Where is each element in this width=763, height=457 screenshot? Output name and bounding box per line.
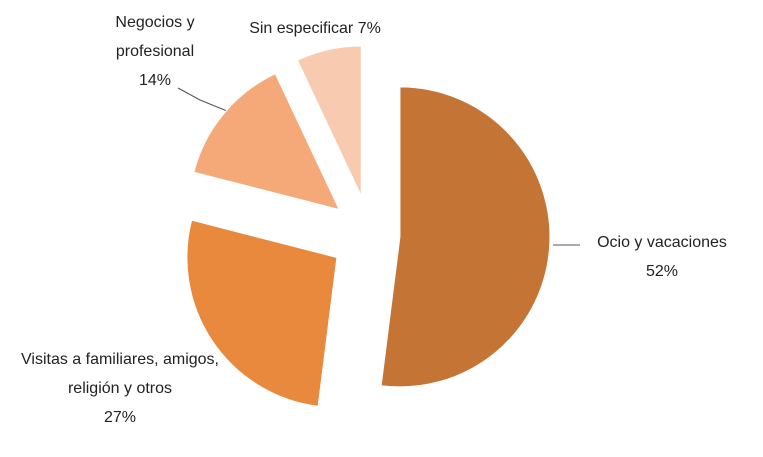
category-label: Visitas a familiares, amigos, religión y… (21, 351, 219, 397)
value-label: 52% (645, 263, 679, 280)
pie-slice (193, 73, 341, 211)
value-label: 27% (103, 409, 137, 426)
value-label: 7% (357, 20, 381, 37)
pie-slice (380, 86, 551, 388)
data-label: Negocios y profesional 14% (90, 8, 220, 95)
category-label: Sin especificar (249, 20, 354, 37)
data-label: Ocio y vacaciones 52% (572, 228, 752, 286)
data-label: Visitas a familiares, amigos, religión y… (10, 345, 230, 432)
pie-slice (186, 219, 338, 407)
value-label: 14% (138, 72, 172, 89)
data-label: Sin especificar 7% (215, 14, 415, 43)
category-label: Ocio y vacaciones (597, 234, 727, 251)
pie-slice (296, 45, 362, 197)
leader-line (177, 87, 233, 114)
category-label: Negocios y profesional (115, 14, 195, 60)
